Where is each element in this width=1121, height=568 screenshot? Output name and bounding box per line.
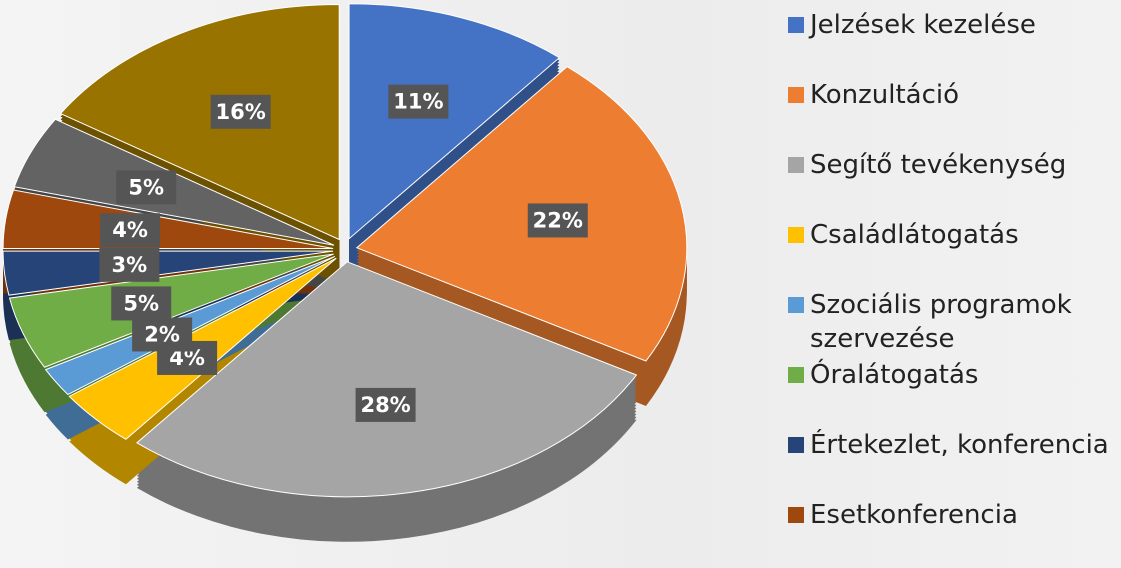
legend-item: Konzultáció xyxy=(788,78,1118,112)
slice xyxy=(136,261,638,498)
label-box xyxy=(388,84,449,119)
value-label: 5% xyxy=(123,291,159,315)
legend-label: Szociális programok szervezése xyxy=(810,290,1072,354)
legend-swatch xyxy=(788,437,804,453)
legend-label: Értekezlet, konferencia xyxy=(810,430,1109,460)
slice xyxy=(355,66,688,362)
legend-swatch xyxy=(788,87,804,103)
slice xyxy=(2,189,334,249)
value-label: 16% xyxy=(216,100,266,124)
value-label: 3% xyxy=(112,253,148,277)
legend-swatch xyxy=(788,17,804,33)
value-label: 2% xyxy=(144,322,180,346)
label-box xyxy=(99,247,160,282)
legend-label: Segítő tevékenység xyxy=(810,150,1067,180)
legend-swatch xyxy=(788,227,804,243)
pie-area: 11%22%28%4%2%5%3%4%5%16% xyxy=(2,3,688,542)
legend-swatch xyxy=(788,297,804,313)
legend-label: Óralátogatás xyxy=(810,360,979,390)
legend-swatch xyxy=(788,507,804,523)
slice xyxy=(59,3,340,241)
value-label: 5% xyxy=(128,175,164,199)
legend-swatch xyxy=(788,367,804,383)
value-label: 11% xyxy=(393,90,443,114)
value-label: 28% xyxy=(360,393,410,417)
legend-label: Jelzések kezelése xyxy=(810,10,1036,40)
slice xyxy=(8,253,334,368)
legend-label: Esetkonferencia xyxy=(810,500,1018,530)
slice xyxy=(348,3,561,240)
label-box xyxy=(100,213,161,248)
slice xyxy=(2,250,334,296)
legend-item: Jelzések kezelése xyxy=(788,8,1118,42)
label-box xyxy=(116,170,177,205)
legend-label: Családlátogatás xyxy=(810,220,1019,250)
label-box xyxy=(111,286,172,321)
legend-item: Esetkonferencia xyxy=(788,498,1118,532)
value-label: 4% xyxy=(112,218,148,242)
legend-item: Családlátogatás xyxy=(788,218,1118,252)
value-label: 22% xyxy=(533,208,583,232)
label-box xyxy=(527,203,588,238)
label-box xyxy=(132,317,193,352)
label-box xyxy=(210,94,271,129)
legend-label: Konzultáció xyxy=(810,80,960,110)
legend-item: Óralátogatás xyxy=(788,358,1118,392)
legend-item: Szociális programok szervezése xyxy=(788,288,1118,356)
label-box xyxy=(355,387,416,422)
legend-item: Segítő tevékenység xyxy=(788,148,1118,182)
legend-swatch xyxy=(788,157,804,173)
legend-item: Értekezlet, konferencia xyxy=(788,428,1118,462)
